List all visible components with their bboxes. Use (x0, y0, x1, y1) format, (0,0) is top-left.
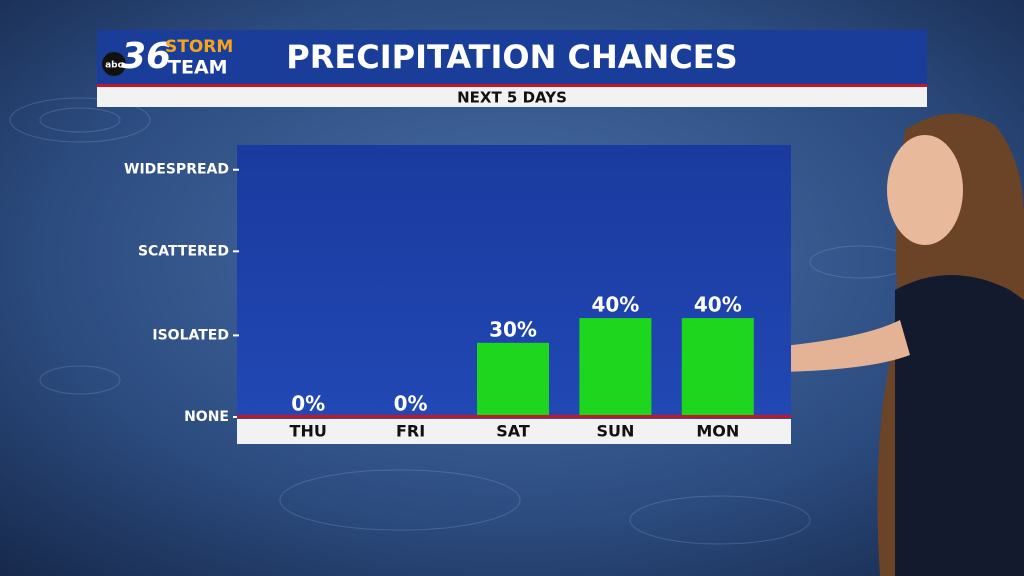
logo-storm: STORM (165, 37, 233, 57)
header-rule (97, 84, 927, 87)
value-label: 40% (591, 293, 639, 317)
baseline (237, 415, 791, 418)
value-label: 0% (394, 392, 428, 416)
logo-number: 36 (121, 36, 171, 77)
ripples (9, 97, 911, 545)
bar (579, 318, 652, 417)
y-tick-label: ISOLATED (152, 327, 229, 343)
value-label: 40% (694, 293, 742, 317)
x-tick-label: SUN (596, 422, 634, 441)
logo-team: TEAM (168, 57, 228, 79)
x-tick-label: FRI (396, 422, 425, 441)
subtitle-bar (97, 87, 927, 107)
value-label: 30% (489, 317, 537, 341)
presenter (745, 113, 1024, 576)
y-tick-label: SCATTERED (138, 243, 229, 259)
header-bar (97, 30, 927, 85)
value-label: 0% (291, 392, 325, 416)
x-tick-label: SAT (496, 422, 530, 441)
y-tick-label: WIDESPREAD (124, 162, 229, 178)
abc-logo (102, 52, 126, 76)
bar (681, 318, 754, 417)
chart-title: PRECIPITATION CHANCES (286, 38, 737, 76)
y-tick-label: NONE (184, 409, 229, 425)
chart-subtitle: NEXT 5 DAYS (457, 89, 567, 107)
category-strip (237, 419, 791, 444)
logo-network: abc (105, 61, 123, 71)
x-tick-label: MON (696, 422, 739, 441)
bar (477, 342, 549, 417)
x-tick-label: THU (290, 422, 327, 441)
